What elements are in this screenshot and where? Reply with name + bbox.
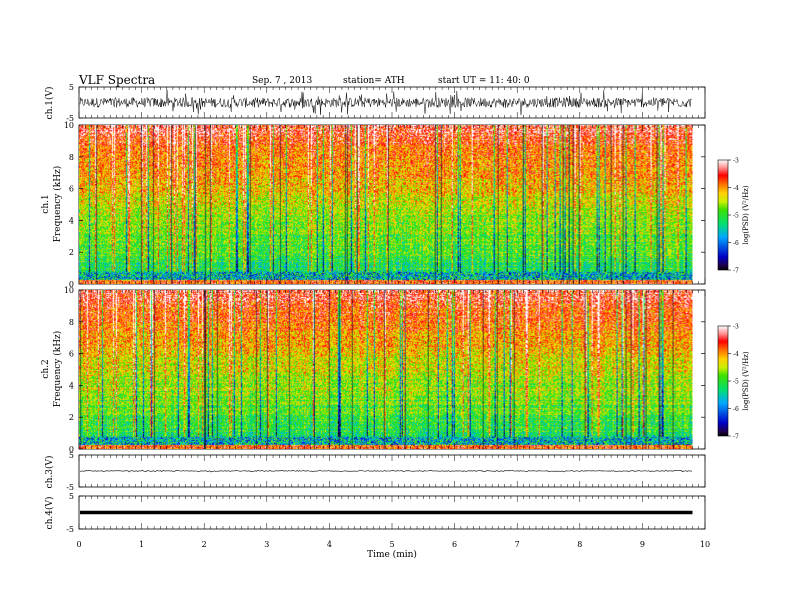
y-tick-label: -5 (66, 483, 74, 492)
y-tick-label: 10 (64, 286, 74, 295)
date-label: Sep. 7 , 2013 (252, 76, 312, 86)
y-tick-label: 6 (69, 185, 74, 194)
station-label: station= ATH (343, 76, 405, 86)
x-tick-label: 7 (515, 540, 520, 549)
waveform-line (79, 89, 693, 115)
y-tick-label: 4 (69, 216, 74, 225)
colorbar-tick-label: -4 (733, 351, 739, 358)
x-tick-label: 8 (577, 540, 582, 549)
y-tick-label: 0 (69, 445, 74, 454)
y-tick-label: 10 (64, 121, 74, 130)
colorbar-tick-label: -7 (733, 434, 739, 441)
ch2-colorbar-label: log(PSD) (V²/Hz) (742, 351, 750, 410)
start-time-label: start UT = 11: 40: 0 (438, 76, 530, 86)
y-tick-label: 8 (69, 318, 74, 327)
colorbar-tick-label: -6 (733, 240, 739, 247)
ch1-waveform-trace (79, 89, 693, 115)
colorbar-tick-label: -3 (733, 158, 739, 165)
colorbar-tick-label: -5 (733, 213, 739, 220)
colorbar-tick-label: -7 (733, 268, 739, 275)
ch1-colorbar (717, 159, 729, 271)
waveform-line (79, 469, 693, 473)
y-tick-label: 5 (69, 492, 74, 501)
ch1-spectrogram-ylabel-channel: ch.1 (41, 194, 51, 213)
x-tick-label: 9 (640, 540, 645, 549)
y-tick-label: -5 (66, 525, 74, 534)
x-tick-label: 4 (327, 540, 332, 549)
x-tick-label: 3 (264, 540, 269, 549)
y-tick-label: 5 (69, 451, 74, 460)
x-tick-label: 5 (389, 540, 394, 549)
figure-title: VLF Spectra (78, 73, 155, 87)
colorbar-tick-label: -5 (733, 379, 739, 386)
colorbar-tick-label: -6 (733, 406, 739, 413)
ch3-waveform-ylabel: ch.3(V) (44, 456, 55, 489)
ch1-spectrogram-ylabel-frequency: Frequency (kHz) (52, 166, 63, 243)
ch2-spectrogram-ylabel-channel: ch.2 (41, 359, 51, 378)
y-tick-label: 2 (69, 413, 74, 422)
ch1-spectrogram-image (79, 125, 693, 284)
x-tick-label: 0 (76, 540, 81, 549)
x-tick-label: 1 (139, 540, 144, 549)
colorbar-ticks: -3 -4 -5 -6 -7 -3 -4 -5 -6 -7 (728, 158, 739, 441)
ch2-spectrogram-image (79, 290, 693, 449)
y-tick-label: 4 (69, 381, 74, 390)
y-tick-label: 2 (69, 248, 74, 257)
y-tick-label: 8 (69, 153, 74, 162)
y-tick-label: -5 (66, 114, 74, 123)
x-tick-label: 6 (452, 540, 457, 549)
y-tick-label: 6 (69, 350, 74, 359)
colorbar-tick-label: -3 (733, 324, 739, 331)
ch3-waveform-trace (79, 469, 693, 473)
ch2-colorbar (717, 325, 729, 437)
colorbar-tick-label: -4 (733, 185, 739, 192)
x-axis-label: Time (min) (367, 549, 417, 560)
y-tick-label: 0 (69, 280, 74, 289)
ch1-waveform-ylabel: ch.1(V) (44, 87, 55, 120)
x-tick-label: 10 (700, 540, 710, 549)
ch4-waveform-ylabel: ch.4(V) (44, 497, 55, 530)
x-axis-ticks: 0 1 2 3 4 5 6 7 8 9 10 (76, 87, 710, 549)
ch1-colorbar-label: log(PSD) (V²/Hz) (742, 185, 750, 244)
x-tick-label: 2 (202, 540, 207, 549)
ch2-spectrogram-ylabel-frequency: Frequency (kHz) (52, 331, 63, 408)
y-tick-label: 5 (69, 83, 74, 92)
